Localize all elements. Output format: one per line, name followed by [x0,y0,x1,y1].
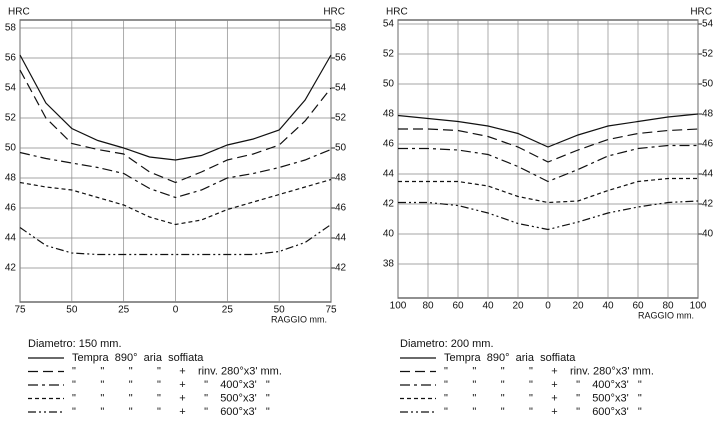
legend-label: Tempra 890° aria soffiata [444,352,576,364]
legend-label: " " " " + " 600°x3' " [72,406,270,418]
x-tick-label: 75 [325,305,337,316]
x-tick-label: 40 [602,301,614,312]
y-tick-label: 46 [383,139,395,150]
x-tick-label: 20 [572,301,584,312]
y-tick-label: 40 [383,229,395,240]
y2-tick-label: 48 [335,173,347,184]
legend-label: " " " " + " 600°x3' " [444,406,642,418]
y-tick-label: 48 [5,173,17,184]
series-line [19,178,332,226]
y-tick-label: 56 [5,53,17,64]
y-axis-label: HRC [386,7,408,18]
y-axis-label: HRC [8,7,30,18]
legend-label: " " " " + rinv. 280°x3' mm. [72,365,282,377]
x-tick-label: 50 [66,305,78,316]
legend-label: Tempra 890° aria soffiata [72,352,204,364]
x-tick-label: 40 [482,301,494,312]
y2-axis-label: HRC [323,7,345,18]
x-axis-label: RAGGIO mm. [638,310,694,320]
y2-tick-label: 58 [335,23,347,34]
x-tick-label: 0 [173,305,179,316]
y-tick-label: 50 [5,143,17,154]
y-tick-label: 42 [383,199,395,210]
x-tick-label: 60 [632,301,644,312]
x-axis-label: RAGGIO mm. [271,314,327,324]
x-tick-label: 75 [14,305,26,316]
y2-tick-label: 52 [702,49,714,60]
series-line [398,177,698,204]
series-line [19,69,332,184]
series-line [398,144,698,183]
y2-tick-label: 44 [702,169,714,180]
y2-tick-label: 40 [702,229,714,240]
y-tick-label: 52 [5,113,17,124]
y-tick-label: 44 [383,169,395,180]
y-tick-label: 50 [383,79,395,90]
legend-label: " " " " + " 500°x3' " [444,392,642,404]
legend-label: " " " " + rinv. 280°x3' mm. [444,365,654,377]
y2-tick-label: 46 [702,139,714,150]
x-tick-label: 80 [422,301,434,312]
y-tick-label: 46 [5,203,17,214]
y-tick-label: 44 [5,233,17,244]
x-tick-label: 50 [274,305,286,316]
legend-title: Diametro: 200 mm. [400,338,494,350]
series-line [398,200,699,231]
y2-tick-label: 52 [335,113,347,124]
legend-title: Diametro: 150 mm. [28,338,122,350]
y-tick-label: 54 [5,83,17,94]
y2-tick-label: 50 [335,143,347,154]
legend-label: " " " " + " 400°x3' " [444,379,642,391]
y-tick-label: 52 [383,49,395,60]
y2-tick-label: 48 [702,109,714,120]
series-line [19,148,332,199]
y-tick-label: 48 [383,109,395,120]
y2-tick-label: 44 [335,233,347,244]
series-line [398,128,699,163]
y2-tick-label: 54 [702,19,714,30]
y2-tick-label: 42 [335,263,347,274]
legend-label: " " " " + " 400°x3' " [72,379,270,391]
series-line [19,224,332,256]
y-tick-label: 58 [5,23,17,34]
x-tick-label: 80 [662,301,674,312]
y2-tick-label: 56 [335,53,347,64]
x-tick-label: 25 [118,305,130,316]
series-line [19,54,332,161]
legend-label: " " " " + " 500°x3' " [72,392,270,404]
y2-tick-label: 46 [335,203,347,214]
y2-tick-label: 50 [702,79,714,90]
x-tick-label: 100 [690,301,707,312]
y-tick-label: 54 [383,19,395,30]
y2-tick-label: 54 [335,83,347,94]
x-tick-label: 0 [545,301,551,312]
x-tick-label: 20 [512,301,524,312]
y-tick-label: 42 [5,263,17,274]
series-line [397,113,699,148]
y2-tick-label: 42 [702,199,714,210]
y2-axis-label: HRC [690,7,712,18]
x-tick-label: 25 [222,305,234,316]
y-tick-label: 38 [383,259,395,270]
x-tick-label: 100 [390,301,407,312]
x-tick-label: 60 [452,301,464,312]
